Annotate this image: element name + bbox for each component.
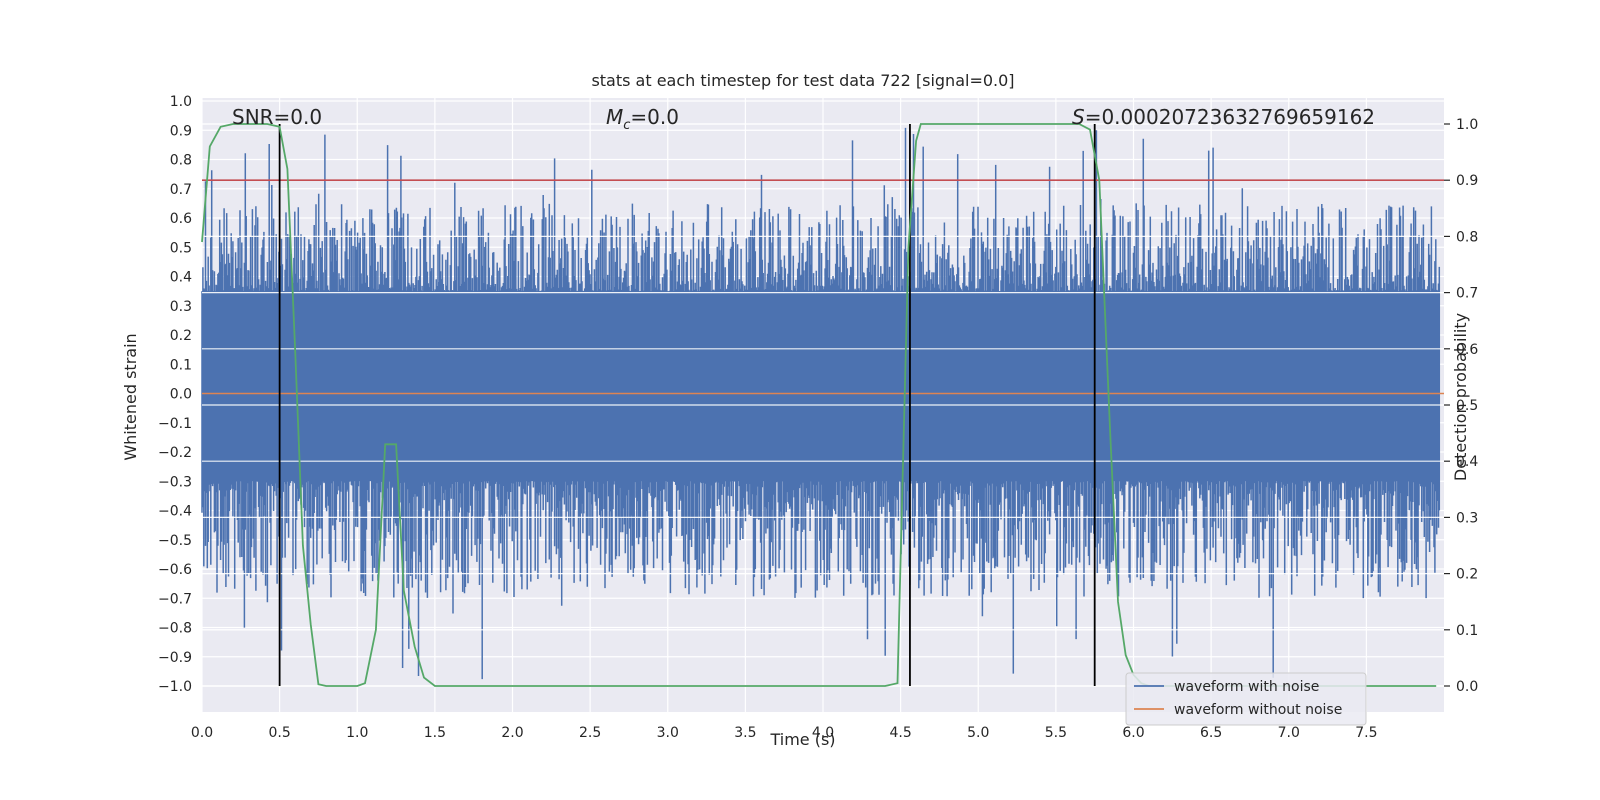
x-tick-label: 5.0 (967, 725, 989, 741)
y-tick-label: 0.1 (170, 357, 192, 373)
y2-tick-label: 0.8 (1456, 229, 1478, 245)
y2-tick-label: 0.6 (1456, 342, 1478, 358)
y2-axis-ticks: 1.0 0.9 0.8 0.7 0.6 0.5 0.4 0.3 0.2 0.1 0.0 (1444, 117, 1478, 695)
y-tick-label: 0.5 (170, 240, 192, 256)
chirp-mass-symbol: M (606, 105, 623, 129)
series-waveform-with-noise (201, 127, 1441, 680)
y2-tick-label: 1.0 (1456, 117, 1478, 133)
x-tick-label: 1.5 (424, 725, 446, 741)
y-tick-label: −0.1 (158, 416, 192, 432)
x-axis-label: Time (s) (769, 730, 835, 749)
legend-label-noise: waveform with noise (1174, 679, 1319, 695)
y2-tick-label: 0.5 (1456, 398, 1478, 414)
chirp-mass-subscript: c (623, 118, 630, 133)
chart-title: stats at each timestep for test data 722… (591, 71, 1014, 90)
legend-label-clean: waveform without noise (1174, 702, 1342, 718)
y-tick-label: 0.6 (170, 211, 192, 227)
y-tick-label: −0.9 (158, 650, 192, 666)
y2-tick-label: 0.2 (1456, 567, 1478, 583)
y-tick-label: −1.0 (158, 679, 192, 695)
legend-box (1125, 672, 1367, 726)
y-tick-label: −0.3 (158, 474, 192, 490)
y-tick-label: 0.8 (170, 153, 192, 169)
x-tick-label: 0.0 (191, 725, 213, 741)
x-tick-label: 2.0 (501, 725, 523, 741)
y2-tick-label: 0.9 (1456, 173, 1478, 189)
y2-tick-label: 0.3 (1456, 510, 1478, 526)
y-tick-label: 0.7 (170, 182, 192, 198)
legend: waveform with noise waveform without noi… (1125, 672, 1367, 726)
x-tick-label: 3.5 (734, 725, 756, 741)
y-tick-label: −0.6 (158, 562, 192, 578)
y-tick-label: −0.4 (158, 504, 192, 520)
x-tick-label: 7.0 (1278, 725, 1300, 741)
x-tick-label: 3.0 (657, 725, 679, 741)
y-axis-label: Whitened strain (121, 333, 140, 460)
y-tick-label: −0.8 (158, 621, 192, 637)
y-tick-label: 0.4 (170, 270, 192, 286)
y-tick-label: −0.2 (158, 445, 192, 461)
y-tick-label: 0.2 (170, 328, 192, 344)
annotation-chirp-mass: Mc=0.0 (606, 105, 679, 133)
y-tick-label: −0.7 (158, 591, 192, 607)
y-tick-label: 0.3 (170, 299, 192, 315)
y-tick-label: −0.5 (158, 533, 192, 549)
y-axis-ticks: 1.0 0.9 0.8 0.7 0.6 0.5 0.4 0.3 0.2 0.1 0.0 −0.1 −0.… (158, 94, 192, 695)
series-detection-probability (201, 123, 1437, 687)
annotation-s: S=0.00020723632769659162 (1072, 105, 1375, 129)
x-tick-label: 6.0 (1122, 725, 1144, 741)
s-symbol: S (1072, 105, 1085, 129)
x-tick-label: 7.5 (1355, 725, 1377, 741)
x-tick-label: 2.5 (579, 725, 601, 741)
s-value: =0.00020723632769659162 (1085, 105, 1375, 129)
chirp-mass-value: =0.0 (630, 105, 679, 129)
x-tick-label: 6.5 (1200, 725, 1222, 741)
y-tick-label: 1.0 (170, 94, 192, 110)
y2-axis-label: Detection probability (1451, 313, 1470, 481)
y-tick-label: 0.9 (170, 123, 192, 139)
x-tick-label: 4.5 (889, 725, 911, 741)
x-tick-label: 1.0 (346, 725, 368, 741)
y-tick-label: 0.0 (170, 387, 192, 403)
y2-tick-label: 0.7 (1456, 286, 1478, 302)
x-tick-label: 4.0 (812, 725, 834, 741)
y2-tick-label: 0.0 (1456, 679, 1478, 695)
x-tick-label: 5.5 (1045, 725, 1067, 741)
x-axis-ticks: 0.0 0.5 1.0 1.5 2.0 2.5 3.0 3.5 4.0 4.5 5.0 5.5 6.0 6… (191, 725, 1378, 741)
x-tick-label: 0.5 (268, 725, 290, 741)
y2-tick-label: 0.4 (1456, 454, 1478, 470)
y2-tick-label: 0.1 (1456, 623, 1478, 639)
y2-gridlines-overlay (202, 123, 1444, 687)
annotation-snr: SNR=0.0 (232, 105, 322, 129)
